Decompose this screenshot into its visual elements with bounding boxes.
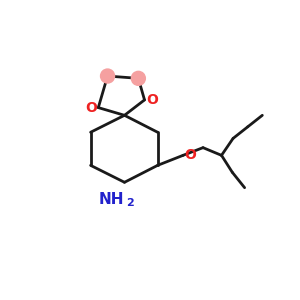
Circle shape	[131, 70, 146, 86]
Circle shape	[100, 68, 115, 84]
Text: O: O	[184, 148, 196, 162]
Text: O: O	[85, 100, 97, 115]
Text: O: O	[146, 93, 158, 107]
Text: NH: NH	[99, 192, 124, 207]
Text: 2: 2	[126, 198, 134, 208]
